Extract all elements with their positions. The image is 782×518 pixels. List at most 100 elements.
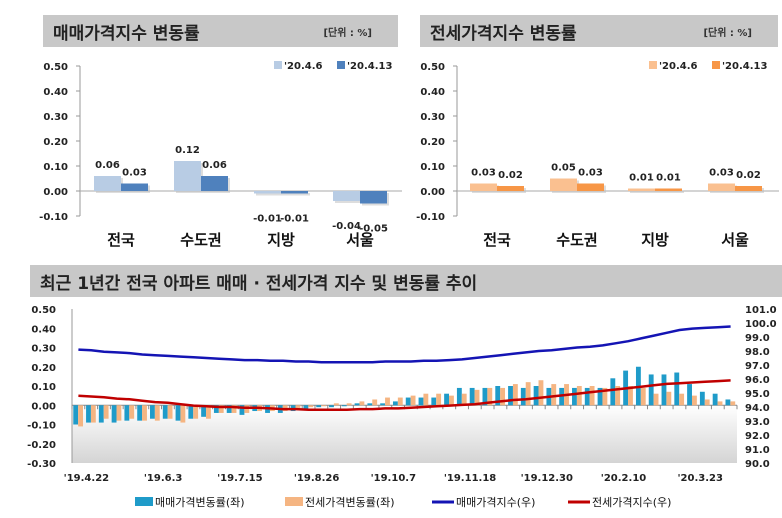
bar bbox=[206, 405, 211, 419]
bar bbox=[628, 188, 655, 191]
jeonse-chart-header: 전세가격지수 변동률 [단위 : %] bbox=[420, 15, 778, 47]
bar bbox=[239, 405, 245, 415]
bar-shadow bbox=[256, 193, 283, 196]
x-tick-label: '19.10.7 bbox=[371, 473, 416, 484]
bar bbox=[392, 401, 398, 406]
legend-label: 매매가격변동률(좌) bbox=[155, 496, 245, 509]
y-tick-label: 0.00 bbox=[420, 187, 445, 198]
bar bbox=[372, 399, 378, 406]
bar bbox=[730, 401, 736, 406]
bar bbox=[500, 387, 506, 406]
bar-shadow bbox=[630, 190, 657, 193]
data-label: -0.05 bbox=[359, 224, 388, 235]
right-tick-label: 96.0 bbox=[745, 375, 770, 386]
jeonse-chart-unit: [단위 : %] bbox=[703, 27, 752, 39]
bar bbox=[589, 386, 595, 406]
left-tick-label: 0.50 bbox=[31, 305, 56, 316]
legend-label: 매매가격지수(우) bbox=[456, 496, 535, 509]
bar bbox=[142, 405, 147, 421]
category-label: 지방 bbox=[641, 231, 669, 249]
x-tick-label: '20.2.10 bbox=[601, 473, 646, 484]
bar bbox=[193, 405, 199, 419]
right-tick-label: 99.0 bbox=[745, 333, 770, 344]
trend-chart-header: 최근 1년간 전국 아파트 매매 · 전세가격 지수 및 변동률 추이 bbox=[30, 265, 782, 297]
bar bbox=[354, 403, 360, 406]
bar bbox=[380, 403, 386, 406]
bar bbox=[341, 405, 347, 407]
legend-swatch bbox=[274, 61, 282, 69]
x-tick-label: '19.7.15 bbox=[217, 473, 262, 484]
right-tick-label: 95.0 bbox=[745, 389, 770, 400]
bar bbox=[86, 405, 91, 423]
data-label: 0.03 bbox=[122, 168, 147, 179]
bar bbox=[367, 403, 373, 406]
right-tick-label: 101.0 bbox=[745, 305, 777, 316]
bar bbox=[397, 397, 403, 406]
sale-chart-title: 매매가격지수 변동률 bbox=[53, 23, 200, 44]
bar bbox=[405, 397, 411, 406]
y-tick-label: 0.20 bbox=[420, 137, 445, 148]
legend-swatch bbox=[649, 61, 657, 69]
right-tick-label: 91.0 bbox=[745, 445, 770, 456]
legend-swatch bbox=[712, 61, 720, 69]
category-label: 전국 bbox=[483, 231, 511, 249]
bar bbox=[525, 382, 531, 406]
bar bbox=[572, 387, 577, 406]
data-label: 0.05 bbox=[551, 163, 576, 174]
category-label: 서울 bbox=[721, 231, 749, 249]
legend-label: '20.4.6 bbox=[659, 61, 698, 72]
left-tick-label: -0.30 bbox=[27, 459, 56, 470]
bar bbox=[533, 386, 539, 406]
legend-label: 전세가격변동률(좌) bbox=[305, 496, 395, 509]
bar bbox=[94, 176, 121, 191]
bar bbox=[679, 393, 685, 406]
right-tick-label: 94.0 bbox=[745, 403, 770, 414]
bar bbox=[418, 397, 424, 406]
left-tick-label: -0.20 bbox=[27, 440, 56, 451]
bar bbox=[487, 387, 493, 406]
data-label: 0.02 bbox=[736, 170, 761, 181]
category-label: 수도권 bbox=[556, 231, 597, 249]
bar bbox=[512, 384, 518, 406]
right-tick-label: 92.0 bbox=[745, 431, 770, 442]
x-tick-label: '20.3.23 bbox=[678, 473, 723, 484]
bar bbox=[162, 405, 168, 419]
bar bbox=[78, 405, 83, 427]
bar bbox=[449, 395, 454, 406]
index-line bbox=[78, 325, 731, 364]
bar bbox=[333, 191, 360, 201]
bar bbox=[717, 401, 723, 406]
bar bbox=[73, 405, 79, 425]
left-tick-label: 0.00 bbox=[31, 401, 56, 412]
x-tick-label: '19.6.3 bbox=[144, 473, 183, 484]
left-tick-label: 0.30 bbox=[31, 344, 56, 355]
y-tick-label: 0.10 bbox=[43, 162, 68, 173]
bar bbox=[360, 191, 387, 204]
bar bbox=[495, 386, 501, 406]
bar bbox=[456, 387, 462, 406]
bar bbox=[333, 403, 339, 406]
bar bbox=[423, 393, 429, 406]
y-tick-label: 0.40 bbox=[420, 87, 445, 98]
bar bbox=[346, 403, 352, 406]
bar bbox=[687, 384, 692, 406]
bar bbox=[98, 405, 104, 423]
x-tick-label: '19.4.22 bbox=[64, 473, 109, 484]
category-label: 전국 bbox=[107, 231, 135, 249]
bar bbox=[137, 405, 143, 421]
bar bbox=[316, 405, 322, 408]
left-tick-label: 0.10 bbox=[31, 382, 56, 393]
bar bbox=[201, 176, 228, 191]
bar bbox=[244, 405, 250, 413]
bar bbox=[444, 393, 450, 406]
data-label: 0.02 bbox=[498, 170, 523, 181]
x-tick-label: '19.11.18 bbox=[444, 473, 496, 484]
bar bbox=[90, 405, 96, 423]
bar bbox=[231, 405, 237, 413]
bar bbox=[174, 161, 201, 191]
right-tick-label: 93.0 bbox=[745, 417, 770, 428]
bar bbox=[474, 389, 480, 406]
y-tick-label: 0.30 bbox=[420, 112, 445, 123]
bar bbox=[436, 393, 442, 406]
bar bbox=[610, 378, 616, 406]
